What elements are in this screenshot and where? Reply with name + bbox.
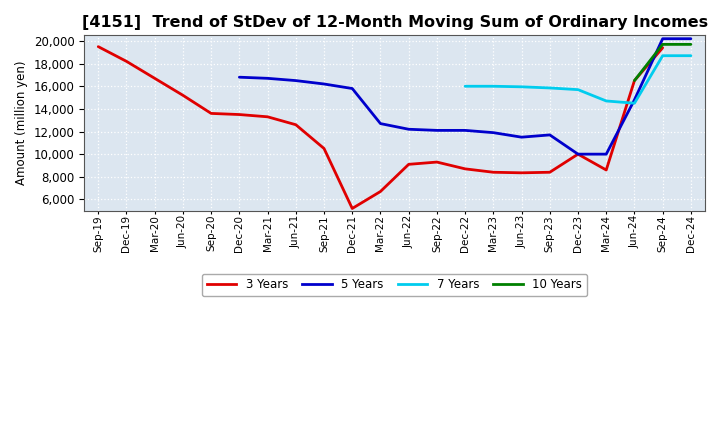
Legend: 3 Years, 5 Years, 7 Years, 10 Years: 3 Years, 5 Years, 7 Years, 10 Years bbox=[202, 274, 587, 296]
Y-axis label: Amount (million yen): Amount (million yen) bbox=[15, 61, 28, 185]
Title: [4151]  Trend of StDev of 12-Month Moving Sum of Ordinary Incomes: [4151] Trend of StDev of 12-Month Moving… bbox=[81, 15, 708, 30]
